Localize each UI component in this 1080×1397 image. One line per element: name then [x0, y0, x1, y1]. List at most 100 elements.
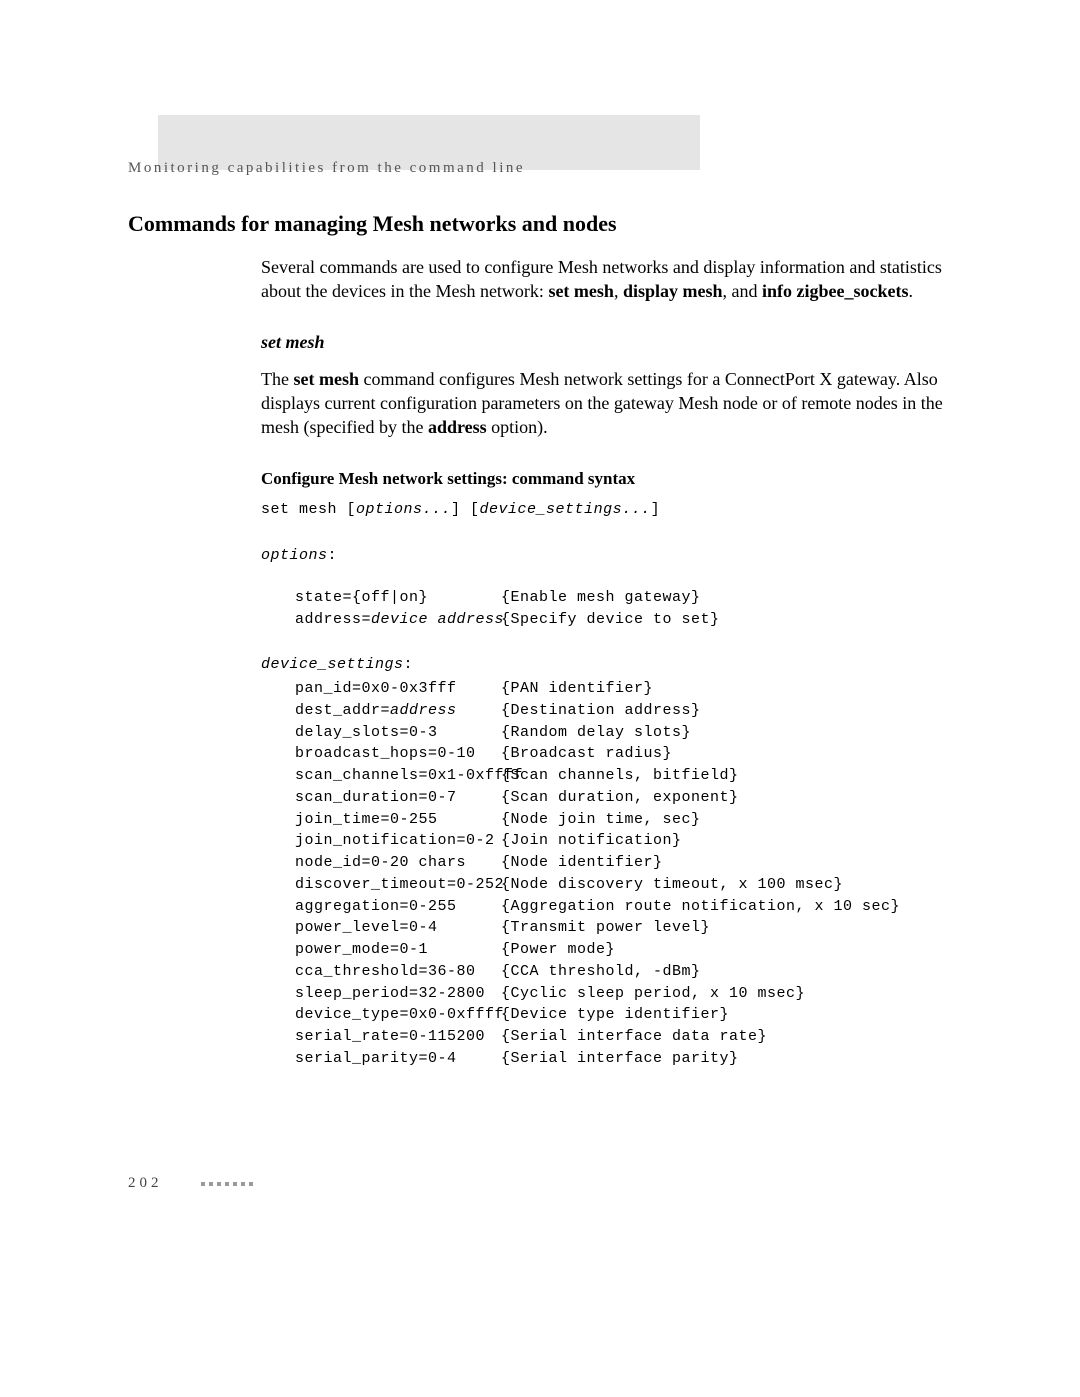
- option-key: broadcast_hops=0-10: [261, 743, 501, 765]
- option-row: cca_threshold=36-80 {CCA threshold, -dBm}: [261, 961, 950, 983]
- option-row: scan_duration=0-7{Scan duration, exponen…: [261, 787, 950, 809]
- colon-1: :: [328, 547, 338, 564]
- option-key-plain: address=: [295, 611, 371, 628]
- option-key: sleep_period=32-2800: [261, 983, 501, 1005]
- option-key: pan_id=0x0-0x3fff: [261, 678, 501, 700]
- page-footer: 202: [128, 1175, 253, 1192]
- option-key: scan_duration=0-7: [261, 787, 501, 809]
- option-key: node_id=0-20 chars: [261, 852, 501, 874]
- option-row: device_type=0x0-0xffff{Device type ident…: [261, 1004, 950, 1026]
- option-key: power_mode=0-1: [261, 939, 501, 961]
- option-key: cca_threshold=36-80: [261, 961, 501, 983]
- option-desc: {Serial interface data rate}: [501, 1026, 950, 1048]
- option-desc: {Node join time, sec}: [501, 809, 950, 831]
- option-desc: {Device type identifier}: [501, 1004, 950, 1026]
- option-key-plain: state={off|on}: [295, 589, 428, 606]
- option-desc: {PAN identifier}: [501, 678, 950, 700]
- option-key: discover_timeout=0-252: [261, 874, 501, 896]
- syntax-end: ]: [651, 501, 661, 518]
- option-row: sleep_period=32-2800 {Cyclic sleep period…: [261, 983, 950, 1005]
- para-post: option).: [487, 417, 548, 437]
- intro-cmd-3: info zigbee_sockets: [762, 281, 908, 301]
- para-bold-2: address: [428, 417, 487, 437]
- intro-cmd-1: set mesh: [548, 281, 614, 301]
- page-title: Commands for managing Mesh networks and …: [128, 211, 960, 237]
- device-settings-label: device_settings:: [261, 654, 950, 676]
- option-key: join_time=0-255: [261, 809, 501, 831]
- option-desc: {Destination address}: [501, 700, 950, 722]
- device-settings-label-text: device_settings: [261, 656, 404, 673]
- option-row: dest_addr=address{Destination address}: [261, 700, 950, 722]
- intro-sep1: ,: [614, 281, 623, 301]
- option-key: power_level=0-4: [261, 917, 501, 939]
- option-key: scan_channels=0x1-0xffff: [261, 765, 501, 787]
- option-key-plain: scan_channels=0x1-0xffff: [295, 767, 523, 784]
- colon-2: :: [404, 656, 414, 673]
- option-key-plain: cca_threshold=36-80: [295, 963, 476, 980]
- option-key-plain: dest_addr=: [295, 702, 390, 719]
- option-key-plain: discover_timeout=0-252: [295, 876, 504, 893]
- option-row: node_id=0-20 chars{Node identifier}: [261, 852, 950, 874]
- syntax-options: options...: [356, 501, 451, 518]
- option-desc: {Enable mesh gateway}: [501, 587, 950, 609]
- option-desc: {Join notification}: [501, 830, 950, 852]
- page-number: 202: [128, 1175, 163, 1192]
- option-row: aggregation=0-255{Aggregation route noti…: [261, 896, 950, 918]
- syntax-heading: Configure Mesh network settings: command…: [261, 469, 950, 489]
- page: Monitoring capabilities from the command…: [0, 0, 1080, 1397]
- option-desc: {CCA threshold, -dBm}: [501, 961, 950, 983]
- option-row: power_level=0-4{Transmit power level}: [261, 917, 950, 939]
- device-settings-list: pan_id=0x0-0x3fff{PAN identifier}dest_ad…: [261, 678, 950, 1070]
- option-key-plain: sleep_period=32-2800: [295, 985, 485, 1002]
- option-desc: {Node identifier}: [501, 852, 950, 874]
- option-desc: {Broadcast radius}: [501, 743, 950, 765]
- options-list: state={off|on}{Enable mesh gateway}addre…: [261, 587, 950, 631]
- intro-paragraph: Several commands are used to configure M…: [261, 255, 950, 304]
- footer-dots-icon: [201, 1182, 253, 1186]
- intro-cmd-2: display mesh: [623, 281, 723, 301]
- option-key-plain: delay_slots=0-3: [295, 724, 438, 741]
- syntax-cmd: set mesh [: [261, 501, 356, 518]
- option-desc: {Random delay slots}: [501, 722, 950, 744]
- option-key: dest_addr=address: [261, 700, 501, 722]
- option-row: broadcast_hops=0-10{Broadcast radius}: [261, 743, 950, 765]
- option-key: join_notification=0-2: [261, 830, 501, 852]
- options-label-text: options: [261, 547, 328, 564]
- option-key-plain: serial_rate=0-115200: [295, 1028, 485, 1045]
- option-desc: {Cyclic sleep period, x 10 msec}: [501, 983, 950, 1005]
- option-desc: {Node discovery timeout, x 100 msec}: [501, 874, 950, 896]
- syntax-line: set mesh [options...] [device_settings..…: [261, 499, 950, 521]
- option-desc: {Power mode}: [501, 939, 950, 961]
- options-label: options:: [261, 545, 950, 567]
- option-desc: {Scan channels, bitfield}: [501, 765, 950, 787]
- option-key-plain: aggregation=0-255: [295, 898, 457, 915]
- syntax-mid: ] [: [451, 501, 480, 518]
- option-key-italic: address: [390, 702, 457, 719]
- option-row: serial_parity=0-4{Serial interface parit…: [261, 1048, 950, 1070]
- option-key-plain: join_notification=0-2: [295, 832, 495, 849]
- option-key: address=device address: [261, 609, 501, 631]
- option-key-plain: device_type=0x0-0xffff: [295, 1006, 504, 1023]
- body-column: Several commands are used to configure M…: [261, 255, 950, 1070]
- option-key: serial_rate=0-115200: [261, 1026, 501, 1048]
- option-key-plain: pan_id=0x0-0x3fff: [295, 680, 457, 697]
- option-key: device_type=0x0-0xffff: [261, 1004, 501, 1026]
- option-key-plain: scan_duration=0-7: [295, 789, 457, 806]
- para-pre: The: [261, 369, 293, 389]
- option-key-plain: power_mode=0-1: [295, 941, 428, 958]
- option-row: discover_timeout=0-252{Node discovery ti…: [261, 874, 950, 896]
- syntax-device-settings: device_settings...: [480, 501, 651, 518]
- option-key-italic: device address: [371, 611, 504, 628]
- para-mid: command configures Mesh network settings…: [261, 369, 943, 438]
- option-row: delay_slots=0-3 {Random delay slots}: [261, 722, 950, 744]
- option-key: aggregation=0-255: [261, 896, 501, 918]
- para-bold-1: set mesh: [293, 369, 359, 389]
- intro-suffix: .: [908, 281, 913, 301]
- intro-sep2: , and: [722, 281, 762, 301]
- option-key: delay_slots=0-3: [261, 722, 501, 744]
- running-head: Monitoring capabilities from the command…: [128, 160, 960, 177]
- set-mesh-paragraph: The set mesh command configures Mesh net…: [261, 367, 950, 440]
- option-key-plain: join_time=0-255: [295, 811, 438, 828]
- option-key: state={off|on}: [261, 587, 501, 609]
- option-row: pan_id=0x0-0x3fff {PAN identifier}: [261, 678, 950, 700]
